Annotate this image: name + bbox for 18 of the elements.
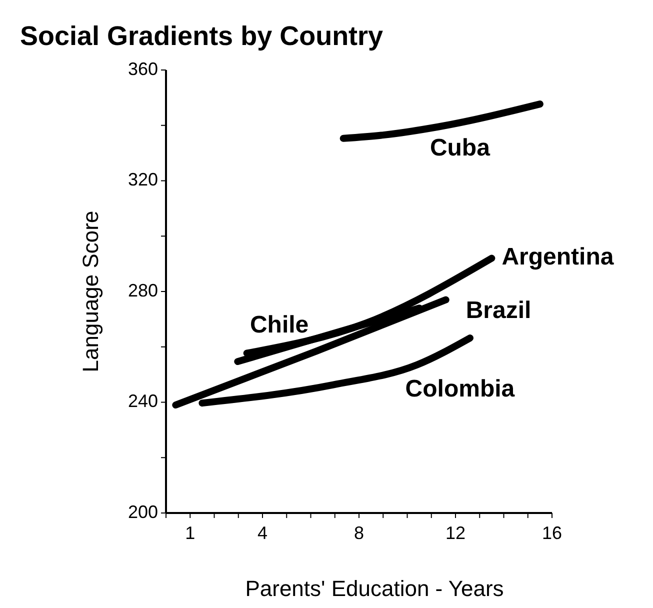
y-tick-label: 240 <box>128 391 158 411</box>
x-tick-label: 4 <box>257 523 268 543</box>
y-tick-label: 200 <box>128 502 158 522</box>
y-tick-label: 360 <box>128 58 158 79</box>
x-axis-title: Parents' Education - Years <box>245 576 504 601</box>
y-tick-label: 320 <box>128 170 158 190</box>
x-tick-label: 1 <box>185 523 196 543</box>
series-label: Colombia <box>405 375 516 402</box>
chart-title: Social Gradients by Country <box>20 21 384 51</box>
x-tick-label: 16 <box>542 523 562 543</box>
x-tick-label: 8 <box>354 523 364 543</box>
series-label: Brazil <box>466 297 532 324</box>
series-label: Cuba <box>430 134 491 162</box>
series-label: Chile <box>250 311 309 338</box>
x-tick-label: 12 <box>445 523 466 543</box>
y-tick-label: 280 <box>128 280 158 300</box>
y-axis-title: Language Score <box>78 210 103 372</box>
series-label: Argentina <box>502 244 614 271</box>
